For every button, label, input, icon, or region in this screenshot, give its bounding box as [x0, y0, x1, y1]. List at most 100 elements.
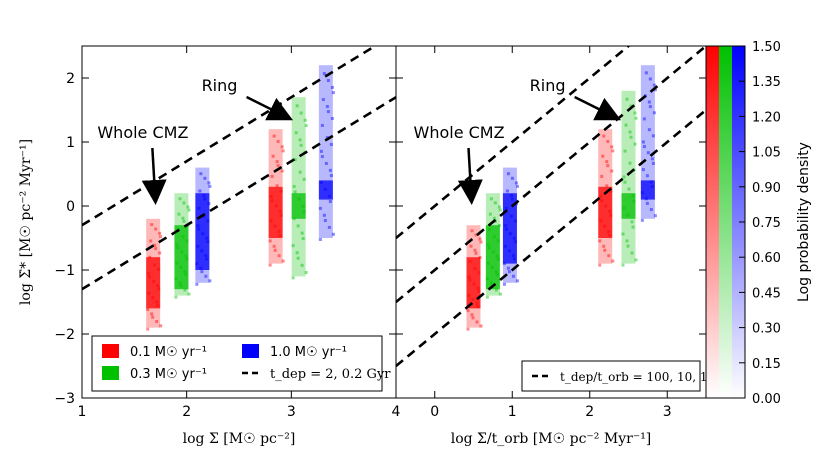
heatmap-pixel [641, 168, 645, 172]
legend-box [521, 360, 701, 392]
heatmap-column-core [174, 225, 189, 290]
heatmap-pixel [498, 292, 502, 296]
heatmap-pixel [608, 234, 612, 238]
colorbar-label: Log probability density [796, 142, 812, 302]
heatmap-pixel [492, 235, 496, 239]
heatmap-pixel [208, 184, 212, 188]
heatmap-pixel [609, 189, 613, 193]
heatmap-pixel [331, 91, 335, 95]
heatmap-pixel [146, 308, 150, 312]
heatmap-pixel [147, 291, 151, 295]
depletion-time-line [396, 46, 706, 304]
depletion-time-line [82, 46, 378, 227]
heatmap-pixel [601, 154, 605, 158]
heatmap-pixel [623, 180, 627, 184]
heatmap-pixel [608, 209, 612, 213]
heatmap-pixel [205, 257, 209, 261]
heatmap-pixel [301, 204, 305, 208]
heatmap-pixel [319, 180, 323, 184]
heatmap-pixel [629, 135, 633, 139]
heatmap-pixel [302, 210, 306, 214]
heatmap-pixel [304, 124, 308, 128]
colorbar-tick-label: 1.50 [752, 40, 781, 55]
heatmap-pixel [206, 219, 210, 223]
heatmap-pixel [322, 72, 326, 76]
heatmap-pixel [200, 249, 204, 253]
heatmap-pixel [275, 160, 279, 164]
heatmap-pixel [607, 254, 611, 258]
heatmap-pixel [325, 136, 329, 140]
heatmap-pixel [507, 249, 511, 253]
heatmap-pixel [487, 228, 491, 232]
x-tick-label: 1 [508, 404, 517, 420]
y-axis-label: log Σ̇* [M☉ pc⁻² Myr⁻¹] [18, 139, 34, 305]
heatmap-pixel [642, 145, 646, 149]
heatmap-pixel [646, 151, 650, 155]
heatmap-pixel [276, 139, 280, 143]
heatmap-pixel [504, 227, 508, 231]
heatmap-column-core [268, 186, 283, 238]
colorbar: 0.00 0.15 0.30 0.45 0.60 0.75 0.90 1.05 1.20 1.35… [705, 40, 812, 407]
heatmap-pixel [295, 104, 299, 108]
colorbar-tick-label: 0.15 [752, 357, 781, 372]
heatmap-pixel [280, 145, 284, 149]
heatmap-pixel [323, 187, 327, 191]
heatmap-pixel [203, 197, 207, 201]
heatmap-pixel [479, 324, 483, 328]
heatmap-pixel [177, 212, 181, 216]
heatmap-pixel [649, 180, 653, 184]
heatmap-pixel [474, 233, 478, 237]
heatmap-pixel [647, 128, 651, 132]
heatmap-pixel [651, 134, 655, 138]
heatmap-pixel [633, 111, 637, 115]
heatmap-pixel [498, 208, 502, 212]
heatmap-pixel [204, 254, 208, 257]
heatmap-pixel [300, 263, 304, 267]
heatmap-pixel [625, 239, 629, 243]
heatmap-pixel [489, 197, 493, 201]
heatmap-column-core [318, 180, 333, 200]
heatmap-pixel [508, 232, 512, 236]
heatmap-pixel [470, 313, 474, 317]
annotation-label: Ring [530, 76, 566, 95]
colorbar-tick-label: 1.20 [752, 110, 781, 125]
heatmap-pixel [471, 297, 475, 301]
heatmap-pixel [184, 254, 188, 258]
heatmap-pixel [598, 263, 602, 267]
heatmap-pixel [515, 184, 519, 188]
heatmap-pixel [291, 244, 295, 248]
heatmap-pixel [179, 265, 183, 269]
heatmap-pixel [640, 218, 644, 222]
heatmap-pixel [478, 237, 482, 241]
colorbar-tick-label: 0.30 [752, 322, 781, 337]
x-tick-label: 2 [585, 404, 594, 420]
heatmap-pixel [320, 155, 324, 159]
heatmap-pixel [178, 197, 182, 201]
depletion-time-line [82, 96, 396, 291]
heatmap-pixel [469, 244, 473, 248]
x-tick-label: 3 [663, 404, 672, 420]
heatmap-pixel [201, 232, 205, 236]
heatmap-pixel [184, 273, 188, 277]
heatmap-pixel [473, 267, 477, 271]
heatmap-pixel [178, 281, 182, 285]
legend-swatch [102, 344, 119, 358]
heatmap-pixel [153, 263, 157, 267]
heatmap-column-core [598, 186, 613, 238]
heatmap-pixel [202, 194, 206, 198]
heatmap-pixel [321, 98, 325, 102]
heatmap-pixel [486, 243, 490, 247]
heatmap-pixel [466, 309, 470, 313]
heatmap-pixel [622, 206, 626, 210]
heatmap-pixel [647, 100, 651, 104]
heatmap-pixel [157, 267, 161, 271]
heatmap-pixel [652, 111, 656, 115]
heatmap-pixel [610, 169, 614, 173]
heatmap-pixel [268, 263, 272, 267]
heatmap-pixel [268, 239, 272, 243]
heatmap-pixel [509, 214, 513, 218]
heatmap-pixel [175, 261, 179, 265]
colorbar-tick-label: 0.75 [752, 216, 781, 231]
heatmap-pixel [296, 256, 300, 260]
heatmap-pixel [506, 266, 510, 270]
